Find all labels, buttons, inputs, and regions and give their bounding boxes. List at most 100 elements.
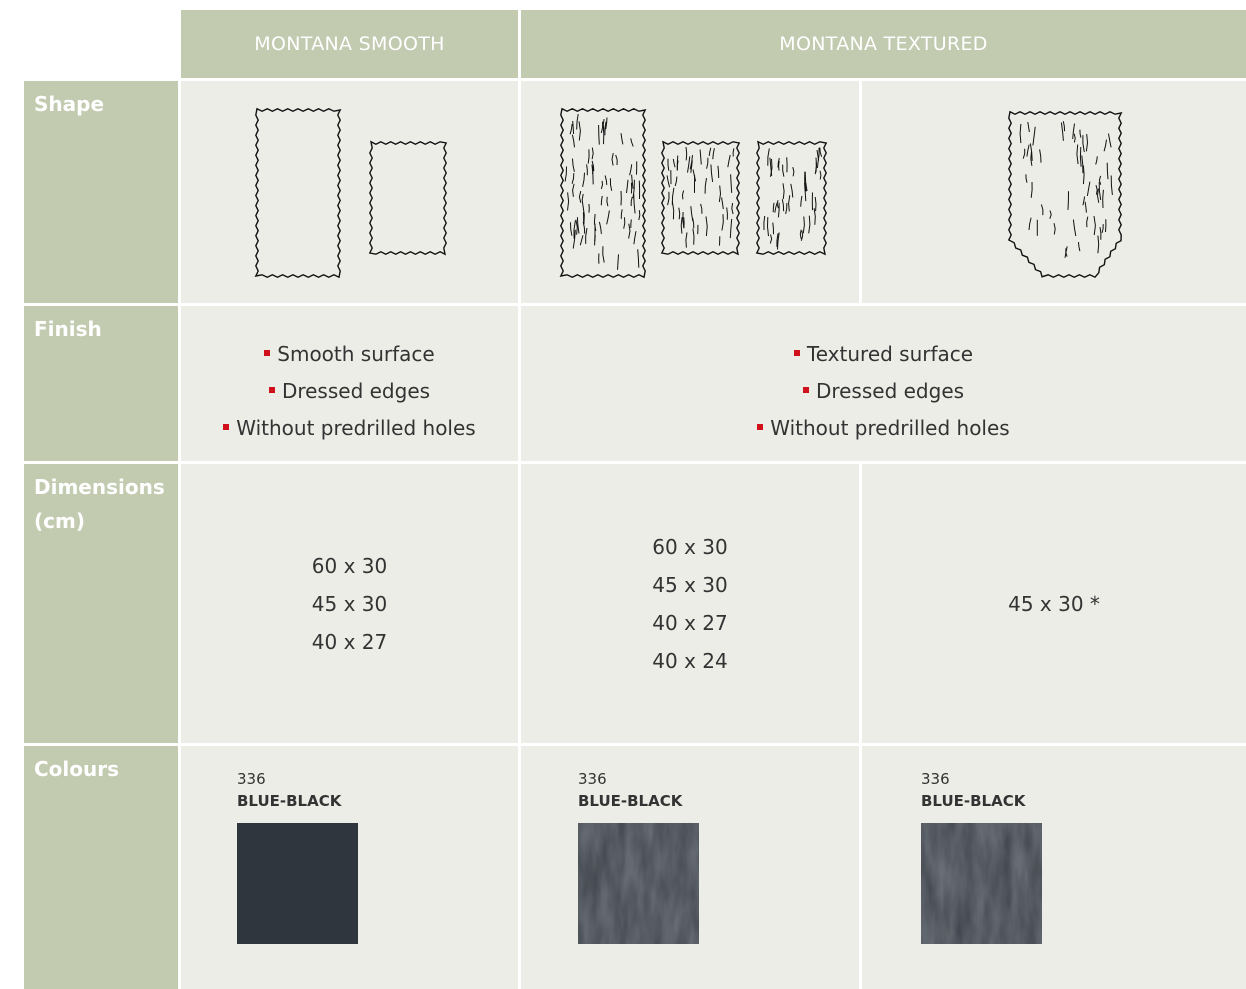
shape-drawing xyxy=(1079,129,1082,138)
shape-drawing xyxy=(571,173,575,184)
shape-drawing xyxy=(1085,134,1089,152)
finish-item: Dressed edges xyxy=(803,373,964,410)
shape-drawing xyxy=(1030,181,1033,198)
shape-drawing xyxy=(606,196,609,207)
row-label: Dimensions (cm) xyxy=(24,464,178,743)
shape-drawing xyxy=(1072,219,1077,237)
shape-drawing xyxy=(712,148,715,160)
shape-drawing xyxy=(800,195,803,207)
shape-drawing xyxy=(804,171,808,192)
shape-drawing xyxy=(598,124,600,145)
shape-drawing xyxy=(732,148,735,157)
shape-drawing xyxy=(591,160,595,171)
finish-item: Textured surface xyxy=(794,336,973,373)
shape-drawing xyxy=(792,166,795,177)
shape-drawing xyxy=(755,140,828,256)
shape-drawing xyxy=(690,206,694,222)
row-label: Shape xyxy=(24,81,178,303)
shape-drawing xyxy=(781,199,785,212)
finish-item: Without predrilled holes xyxy=(223,410,475,447)
shape-drawing xyxy=(672,158,676,168)
shape-drawing xyxy=(819,147,823,157)
shape-drawing xyxy=(819,170,822,180)
shape-drawing xyxy=(559,107,647,279)
shape-drawing xyxy=(1064,246,1068,258)
shape-drawing xyxy=(600,195,603,206)
shape-drawing xyxy=(1040,204,1044,216)
shape-drawing xyxy=(569,123,573,135)
shape-drawing xyxy=(572,120,575,135)
dimension: 45 x 30 xyxy=(652,572,728,597)
shape-drawing xyxy=(1022,148,1026,159)
dimensions-cell: 45 x 30 * xyxy=(862,464,1246,743)
shape-drawing xyxy=(1073,133,1076,143)
shape-drawing xyxy=(718,185,722,203)
shape-drawing xyxy=(666,175,671,188)
shape-drawing xyxy=(685,232,688,248)
shape-drawing xyxy=(1049,210,1052,219)
shape-drawing xyxy=(1093,216,1096,236)
shape-drawing xyxy=(602,119,605,132)
finish-item: Without predrilled holes xyxy=(757,410,1009,447)
shape-drawing xyxy=(680,217,683,234)
shape-drawing xyxy=(1076,144,1079,165)
shape-drawing xyxy=(1096,188,1100,203)
shape-drawing xyxy=(1019,123,1022,144)
shape-drawing xyxy=(685,146,688,161)
shape-drawing xyxy=(726,207,728,220)
shape-drawing xyxy=(731,202,734,215)
colour-name: BLUE-BLACK xyxy=(237,792,342,810)
shape-drawing xyxy=(604,175,608,185)
swatch-texture xyxy=(921,823,1042,944)
shape-drawing xyxy=(778,160,780,171)
shape-drawing xyxy=(581,193,584,206)
shape-drawing xyxy=(606,210,610,225)
shape-drawing xyxy=(254,107,342,279)
shape-drawing xyxy=(575,219,578,235)
shape-drawing xyxy=(772,222,774,235)
shape-drawing xyxy=(804,182,807,202)
shape-drawing xyxy=(623,217,626,229)
shape-drawing xyxy=(706,157,709,169)
shape-drawing xyxy=(674,176,678,187)
shape-drawing xyxy=(600,180,604,190)
shape-drawing xyxy=(578,190,582,203)
shape-drawing xyxy=(687,156,691,173)
shape-drawing xyxy=(620,133,624,145)
shape-drawing xyxy=(721,214,724,231)
shape-drawing xyxy=(1084,201,1087,213)
shape-drawing xyxy=(582,172,585,187)
shape-drawing xyxy=(602,246,605,263)
shape-drawing xyxy=(814,196,817,212)
shape-cell xyxy=(862,81,1246,303)
shape-drawing xyxy=(633,231,637,245)
shape-drawing xyxy=(730,174,733,193)
shape-drawing xyxy=(587,149,590,164)
shape-drawing xyxy=(1026,144,1030,157)
shape-drawing xyxy=(591,147,594,160)
shape-drawing xyxy=(630,219,632,229)
shape-drawing xyxy=(594,235,596,246)
shape-drawing xyxy=(700,203,703,214)
shape-drawing xyxy=(1108,133,1112,148)
shape-drawing xyxy=(1095,156,1098,165)
shape-drawing xyxy=(777,202,780,218)
shape-drawing xyxy=(660,140,741,256)
shape-drawing xyxy=(1082,135,1085,152)
shape-drawing xyxy=(626,179,629,194)
dimensions-cell: 60 x 30 45 x 30 40 x 27 40 x 24 xyxy=(521,464,859,743)
shape-drawing xyxy=(770,158,773,177)
shape-drawing xyxy=(717,165,720,179)
shape-drawing xyxy=(1032,126,1036,146)
shape-drawing xyxy=(564,166,567,182)
shape-drawing xyxy=(790,183,794,198)
dimension: 45 x 30 xyxy=(311,591,388,616)
shape-drawing xyxy=(631,174,634,189)
shape-drawing xyxy=(682,211,685,228)
colour-code: 336 xyxy=(921,770,950,788)
shape-drawing xyxy=(802,216,805,234)
shape-drawing xyxy=(1027,122,1030,133)
shape-drawing xyxy=(615,154,618,166)
shape-drawing xyxy=(609,178,613,191)
shape-drawing xyxy=(573,220,576,239)
